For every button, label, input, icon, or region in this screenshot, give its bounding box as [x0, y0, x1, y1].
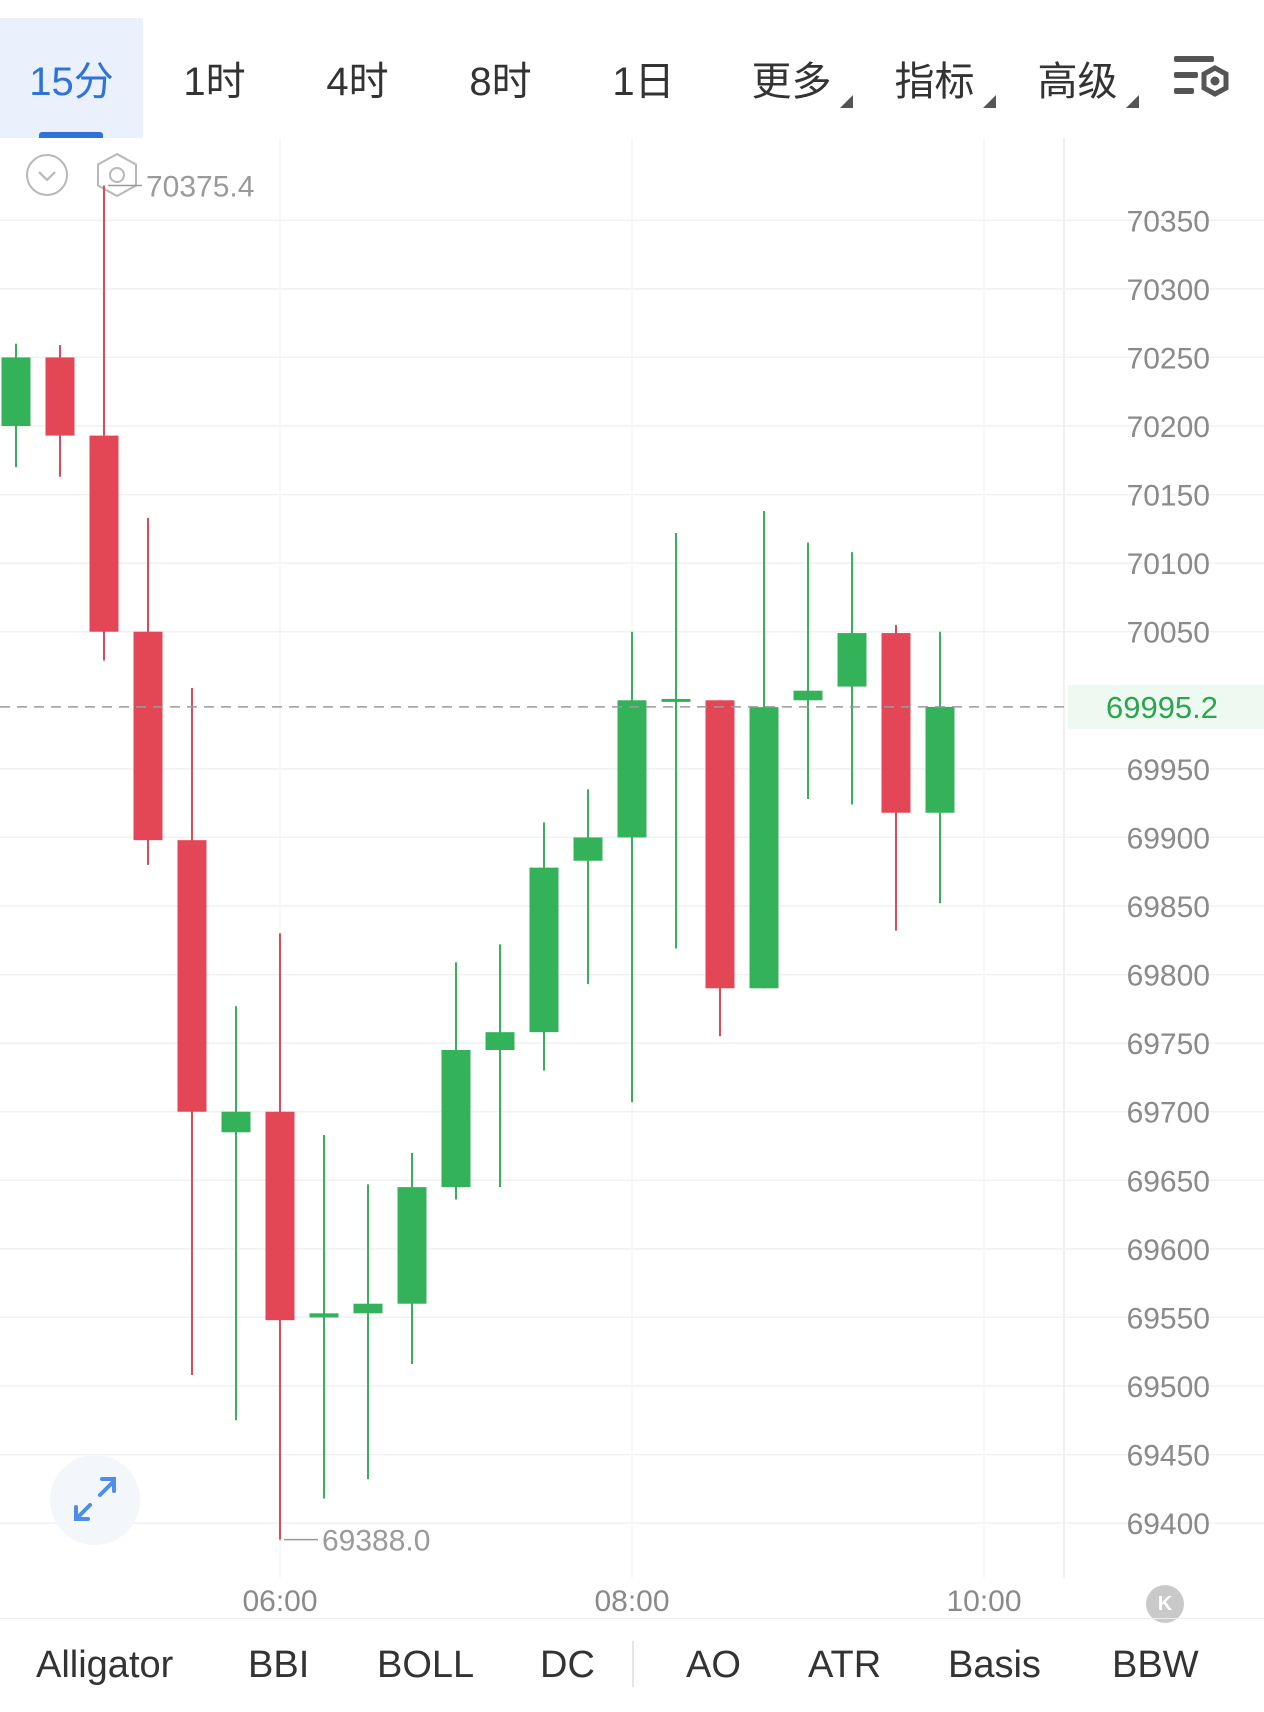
- expand-arrows-icon: [74, 1477, 116, 1521]
- y-tick-label: 70050: [1127, 617, 1210, 650]
- tab-label: 指标: [894, 60, 975, 104]
- y-tick-label: 70300: [1127, 274, 1210, 307]
- tab-4h[interactable]: 4时: [286, 18, 429, 138]
- tab-label: 更多: [751, 60, 832, 104]
- candle-body: [881, 633, 911, 813]
- chart-settings-icon[interactable]: [1170, 50, 1232, 108]
- tab-1d[interactable]: 1日: [572, 18, 715, 138]
- low-price-label: 69388.0: [322, 1525, 430, 1558]
- active-tab-indicator: [39, 132, 103, 138]
- x-tick-label: 06:00: [242, 1585, 317, 1618]
- y-tick-label: 69950: [1127, 754, 1210, 787]
- candle-body: [89, 435, 119, 632]
- tab-label: 8时: [469, 60, 532, 104]
- indicator-bar: Alligator BBI BOLL DC AO ATR Basis BBW: [0, 1618, 1264, 1712]
- candle-body: [397, 1187, 427, 1304]
- y-tick-label: 69600: [1127, 1234, 1210, 1267]
- high-price-label: 70375.4: [146, 170, 254, 203]
- tab-label: 1时: [183, 60, 246, 104]
- candle-body: [793, 690, 823, 701]
- candle-body: [133, 631, 163, 841]
- candle-body: [265, 1111, 295, 1321]
- tab-label: 1日: [612, 60, 675, 104]
- indicator-dc[interactable]: DC: [540, 1644, 595, 1686]
- dropdown-triangle-icon: [983, 95, 996, 108]
- x-tick-label: 10:00: [946, 1585, 1021, 1618]
- last-price-badge: [1068, 684, 1264, 729]
- indicator-separator: [632, 1641, 634, 1687]
- y-tick-label: 70200: [1127, 411, 1210, 444]
- y-tick-label: 70100: [1127, 548, 1210, 581]
- candle-body: [45, 357, 75, 436]
- candle-body: [1, 357, 31, 426]
- candle-body: [661, 698, 691, 702]
- tab-advanced-dropdown[interactable]: 高级: [1016, 18, 1159, 138]
- candle-body: [485, 1032, 515, 1050]
- tab-indicators-dropdown[interactable]: 指标: [873, 18, 1016, 138]
- k-line-button[interactable]: K: [1146, 1585, 1184, 1623]
- candle-body: [573, 837, 603, 861]
- tab-more-dropdown[interactable]: 更多: [730, 18, 873, 138]
- candlestick-chart[interactable]: 70375.4 69388.0 69995.2 70350 70300 70250 70…: [0, 138, 1264, 1618]
- dropdown-triangle-icon: [1126, 95, 1139, 108]
- indicator-boll[interactable]: BOLL: [377, 1644, 475, 1686]
- last-price-label: 69995.2: [1106, 690, 1218, 725]
- y-tick-label: 70350: [1127, 205, 1210, 238]
- tab-1h[interactable]: 1时: [143, 18, 286, 138]
- candle-body: [353, 1303, 383, 1314]
- y-tick-label: 70250: [1127, 342, 1210, 375]
- x-tick-label: 08:00: [594, 1585, 669, 1618]
- candle-body: [177, 840, 207, 1112]
- indicator-alligator[interactable]: Alligator: [36, 1644, 174, 1686]
- y-tick-label: 69450: [1127, 1440, 1210, 1473]
- y-tick-label: 69900: [1127, 822, 1210, 855]
- tab-8h[interactable]: 8时: [429, 18, 572, 138]
- indicator-basis[interactable]: Basis: [948, 1644, 1041, 1686]
- candle-body: [749, 707, 779, 989]
- timeframe-tab-bar: 15分 1时 4时 8时 1日 更多 指标 高级: [0, 0, 1264, 138]
- candle-body: [529, 867, 559, 1033]
- y-tick-label: 69800: [1127, 960, 1210, 993]
- candle-body: [925, 706, 955, 813]
- chevron-down-circle-icon[interactable]: [24, 152, 70, 198]
- tab-15min[interactable]: 15分: [0, 18, 143, 138]
- tab-label: 15分: [29, 60, 114, 104]
- y-tick-label: 69650: [1127, 1165, 1210, 1198]
- indicator-ao[interactable]: AO: [686, 1644, 741, 1686]
- candle-body: [837, 633, 867, 687]
- y-tick-label: 69750: [1127, 1028, 1210, 1061]
- indicator-bbw[interactable]: BBW: [1112, 1644, 1199, 1686]
- y-tick-label: 69550: [1127, 1302, 1210, 1335]
- candle-body: [617, 700, 647, 838]
- indicator-bbi[interactable]: BBI: [248, 1644, 310, 1686]
- y-tick-label: 69700: [1127, 1097, 1210, 1130]
- tab-label: 4时: [326, 60, 389, 104]
- candle-body: [309, 1313, 339, 1318]
- y-tick-label: 69500: [1127, 1371, 1210, 1404]
- candle-body: [705, 700, 735, 989]
- y-tick-label: 70150: [1127, 480, 1210, 513]
- tab-label: 高级: [1037, 60, 1118, 104]
- y-tick-label: 69850: [1127, 891, 1210, 924]
- candle-body: [441, 1050, 471, 1188]
- indicator-atr[interactable]: ATR: [808, 1644, 882, 1686]
- dropdown-triangle-icon: [840, 95, 853, 108]
- candle-body: [221, 1111, 251, 1133]
- y-tick-label: 69400: [1127, 1508, 1210, 1541]
- hexagon-settings-icon[interactable]: [94, 152, 140, 198]
- expand-chart-button[interactable]: [50, 1455, 140, 1545]
